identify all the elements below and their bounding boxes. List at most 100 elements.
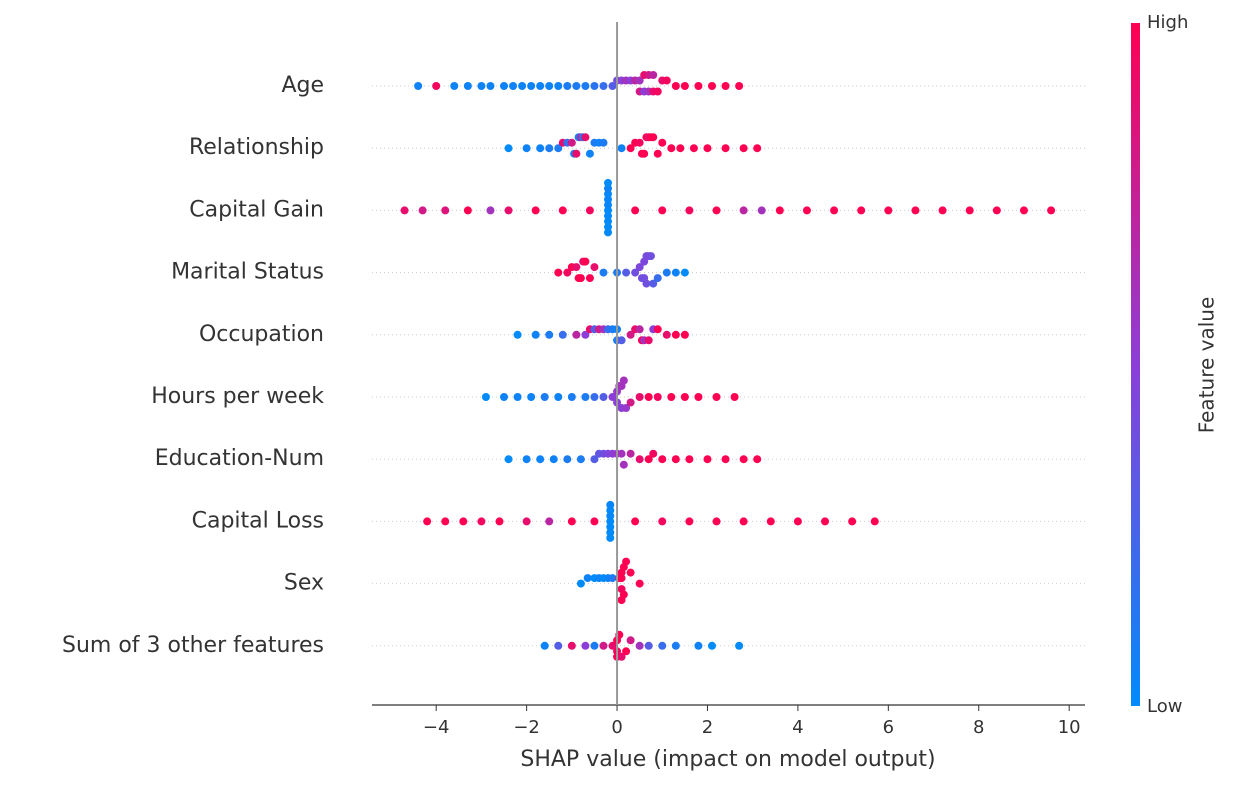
shap-point (753, 144, 762, 153)
feature-label: Sum of 3 other features (62, 633, 324, 658)
shap-point (590, 82, 599, 90)
shap-point (522, 517, 531, 526)
feature-label: Age (281, 73, 324, 98)
shap-point (707, 641, 716, 650)
shap-point (599, 138, 608, 147)
shap-point (545, 82, 554, 90)
shap-point (599, 393, 608, 401)
shap-point (735, 641, 744, 650)
shap-point (884, 206, 893, 215)
shap-point (617, 144, 626, 153)
x-tick-label: −4 (423, 717, 450, 738)
shap-point (459, 517, 468, 526)
shap-point (423, 517, 432, 526)
shap-point (626, 568, 635, 577)
shap-point (694, 641, 703, 650)
shap-point (606, 506, 615, 515)
shap-point (572, 263, 581, 272)
shap-point (441, 206, 450, 215)
x-axis-label: SHAP value (impact on model output) (520, 747, 935, 772)
shap-point (536, 455, 545, 464)
shap-point (626, 330, 635, 339)
shap-point (712, 206, 721, 215)
shap-point (635, 455, 644, 464)
shap-point (590, 641, 599, 650)
colorbar-high-label: High (1147, 12, 1188, 33)
shap-point (757, 206, 766, 215)
shap-point (400, 206, 409, 215)
shap-point (635, 138, 644, 147)
shap-point (414, 82, 423, 90)
shap-point (604, 184, 613, 193)
shap-point (572, 82, 581, 90)
shap-point (712, 517, 721, 526)
shap-point (599, 641, 608, 650)
shap-point (558, 330, 567, 339)
shap-point (599, 268, 608, 277)
shap-point (870, 517, 879, 526)
feature-label: Capital Gain (189, 197, 324, 222)
shap-point (518, 82, 527, 90)
shap-point (766, 517, 775, 526)
shap-point (554, 82, 563, 90)
shap-point (848, 517, 857, 526)
shap-point (581, 82, 590, 90)
shap-point (753, 455, 762, 464)
shap-point (477, 517, 486, 526)
shap-point (604, 189, 613, 198)
colorbar-label: Feature value (1195, 297, 1219, 434)
shap-point (680, 268, 689, 277)
feature-label: Education-Num (155, 446, 324, 471)
x-tick-label: 2 (702, 717, 713, 738)
shap-point (504, 455, 513, 464)
shap-point (513, 330, 522, 339)
shap-point (545, 144, 554, 153)
shap-point (581, 641, 590, 650)
shap-point (671, 268, 680, 277)
shap-point (567, 641, 576, 650)
shap-point (606, 522, 615, 531)
shap-point (644, 455, 653, 464)
shap-point (554, 268, 563, 277)
x-tick-label: 10 (1058, 717, 1081, 738)
shap-point (662, 268, 671, 277)
shap-point (685, 517, 694, 526)
shap-point (775, 206, 784, 215)
shap-point (608, 82, 617, 90)
shap-point (581, 393, 590, 401)
shap-point (463, 206, 472, 215)
shap-point (500, 393, 509, 401)
shap-point (585, 149, 594, 158)
shap-point (631, 268, 640, 277)
shap-point (619, 376, 628, 385)
shap-point (653, 274, 662, 283)
shap-point (572, 330, 581, 339)
shap-point (635, 263, 644, 272)
shap-point (558, 206, 567, 215)
shap-point (606, 500, 615, 509)
shap-point (608, 641, 617, 650)
shap-point (938, 206, 947, 215)
shap-point (658, 455, 667, 464)
shap-point (583, 574, 592, 583)
shap-point (504, 206, 513, 215)
shap-point (581, 330, 590, 339)
shap-point (658, 517, 667, 526)
shap-point (739, 455, 748, 464)
shap-point (965, 206, 974, 215)
feature-label: Sex (284, 571, 324, 596)
shap-point (626, 144, 635, 153)
shap-point (604, 206, 613, 215)
shap-point (622, 647, 631, 656)
feature-label: Relationship (189, 135, 324, 160)
shap-point (585, 206, 594, 215)
shap-point (554, 641, 563, 650)
shap-point (680, 82, 689, 90)
x-tick-label: −2 (513, 717, 540, 738)
shap-point (606, 511, 615, 520)
shap-point (608, 393, 617, 401)
shap-point (622, 557, 631, 566)
shap-point (418, 206, 427, 215)
shap-point (554, 144, 563, 153)
shap-point (617, 652, 626, 661)
